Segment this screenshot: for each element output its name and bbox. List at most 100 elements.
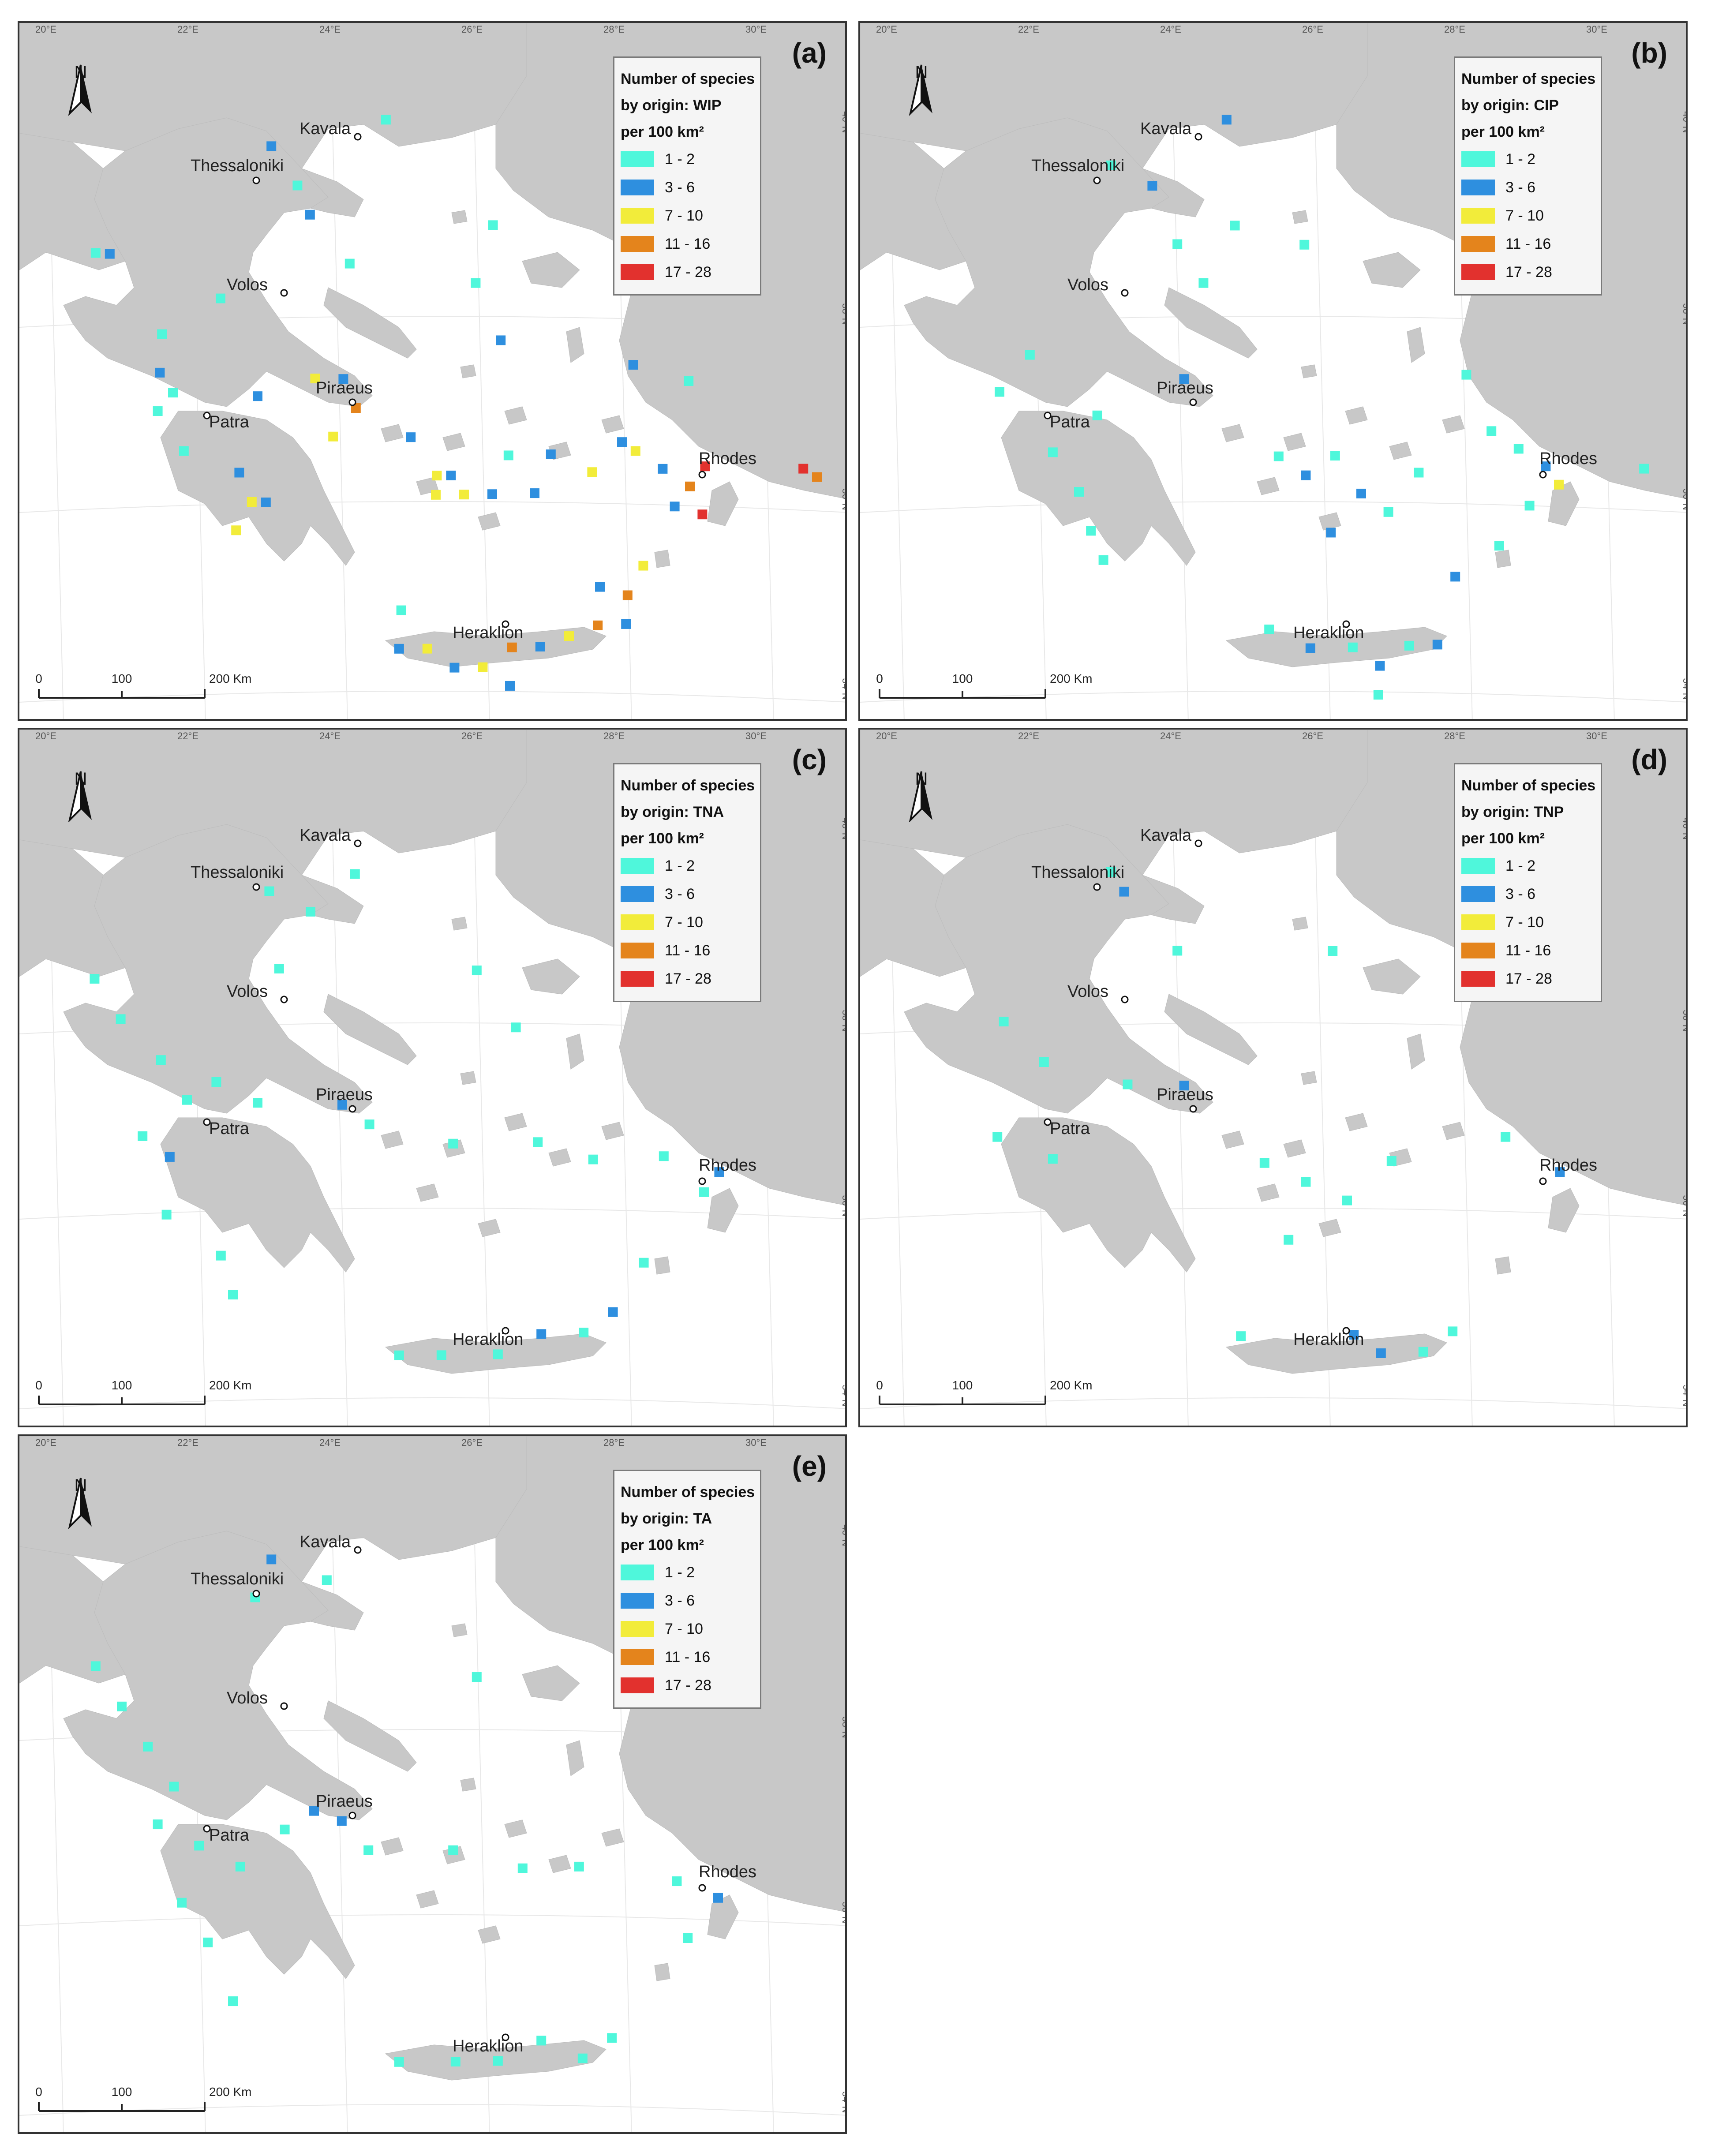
land-area	[601, 415, 624, 434]
grid-cell	[536, 1329, 547, 1339]
grid-cell	[1376, 1348, 1386, 1358]
land-area	[654, 550, 670, 568]
land-area	[478, 1219, 501, 1237]
grid-cell	[431, 490, 441, 500]
city-marker	[203, 412, 211, 419]
longitude-tick-label: 20°E	[35, 24, 56, 35]
grid-cell	[697, 509, 708, 520]
north-arrow-icon: N	[65, 63, 96, 138]
grid-cell	[999, 1017, 1009, 1027]
legend-entry: 7 - 10	[1461, 202, 1595, 230]
scale-tick-label: 0	[35, 1378, 42, 1392]
grid-cell	[1098, 555, 1108, 565]
legend-entry: 7 - 10	[621, 1615, 754, 1643]
scale-tick-label: 200 Km	[1050, 1378, 1093, 1392]
grid-cell	[471, 278, 481, 288]
land-area	[63, 1531, 373, 1820]
grid-cell	[216, 293, 225, 303]
grid-cell	[1494, 541, 1504, 551]
land-area	[1283, 1139, 1306, 1158]
longitude-tick-label: 24°E	[319, 730, 341, 741]
city-label: Kavala	[300, 1533, 351, 1551]
city-marker	[1342, 1327, 1350, 1335]
land-area	[301, 875, 364, 924]
grid-cell	[579, 1328, 589, 1338]
longitude-tick-label: 26°E	[1302, 24, 1323, 35]
parallel-line	[860, 1397, 1686, 1409]
grid-cell	[292, 180, 303, 191]
city-marker	[1093, 176, 1101, 184]
legend-title-line: by origin: TA	[621, 1510, 712, 1527]
legend-label: 3 - 6	[1505, 885, 1536, 902]
city-label: Kavala	[1140, 120, 1192, 138]
grid-cell	[1404, 640, 1414, 651]
legend-title-line: Number of species	[621, 71, 755, 87]
latitude-tick-label: 36°N	[1681, 488, 1688, 510]
city-marker	[1189, 1105, 1197, 1113]
legend-entry: 3 - 6	[1461, 880, 1595, 908]
city-marker	[502, 2033, 509, 2041]
land-area	[451, 1623, 468, 1637]
land-area	[416, 1183, 439, 1202]
grid-cell	[638, 561, 648, 571]
land-area	[160, 1824, 355, 1979]
latitude-tick-label: 40°N	[1681, 818, 1688, 839]
legend-entry: 11 - 16	[1461, 230, 1595, 258]
parallel-line	[860, 691, 1686, 703]
grid-cell	[235, 1861, 245, 1872]
grid-cell	[448, 1845, 458, 1855]
grid-cell	[1326, 528, 1336, 538]
grid-cell	[322, 1575, 332, 1585]
longitude-tick-label: 20°E	[876, 730, 897, 741]
grid-cell	[1555, 1167, 1565, 1177]
legend-title-line: per 100 km²	[1461, 830, 1545, 847]
legend-label: 1 - 2	[1505, 857, 1536, 874]
grid-cell	[309, 1806, 319, 1816]
legend-title-line: Number of species	[621, 1484, 755, 1501]
legend-swatch	[621, 971, 654, 987]
grid-cell	[216, 1250, 226, 1261]
legend-label: 3 - 6	[665, 885, 695, 902]
scale-tick-label: 0	[876, 672, 883, 685]
city-label: Piraeus	[316, 1792, 373, 1811]
grid-cell	[493, 1349, 503, 1359]
grid-cell	[1147, 181, 1157, 191]
grid-cell	[1383, 507, 1393, 517]
longitude-tick-label: 22°E	[1018, 24, 1039, 35]
land-area	[1442, 1122, 1465, 1140]
grid-cell	[450, 2057, 461, 2067]
longitude-tick-label: 20°E	[35, 730, 56, 741]
city-marker	[1044, 412, 1052, 419]
land-area	[566, 1740, 584, 1776]
land-area	[522, 958, 580, 995]
city-marker	[354, 133, 362, 141]
grid-cell	[1106, 160, 1116, 170]
grid-cell	[155, 367, 165, 378]
grid-cell	[280, 1824, 290, 1834]
scale-tick-label: 0	[35, 672, 42, 685]
city-label: Heraklion	[1293, 624, 1364, 642]
city-marker	[348, 398, 356, 406]
legend: Number of species by origin: TNP per 100 k…	[1454, 763, 1602, 1002]
latitude-tick-label: 34°N	[840, 1385, 847, 1406]
land-area	[1548, 481, 1580, 526]
longitude-tick-label: 20°E	[35, 1437, 56, 1448]
city-label: Kavala	[300, 120, 351, 138]
scale-tick-label: 100	[952, 672, 973, 685]
legend-swatch	[1461, 264, 1495, 280]
panel-label: (c)	[792, 744, 827, 775]
grid-cell	[117, 1701, 127, 1711]
city-label: Thessaloniki	[1031, 157, 1124, 175]
grid-cell	[639, 1258, 649, 1268]
grid-cell	[90, 1661, 101, 1671]
grid-cell	[587, 467, 597, 477]
grid-cell	[459, 490, 469, 500]
grid-cell	[153, 406, 163, 416]
legend-label: 7 - 10	[665, 1620, 703, 1637]
land-area	[1301, 1071, 1317, 1085]
grid-cell	[203, 1937, 213, 1947]
grid-cell	[622, 590, 633, 600]
grid-cell	[228, 1290, 238, 1300]
grid-cell	[161, 1209, 172, 1220]
legend-title-line: per 100 km²	[621, 124, 704, 140]
